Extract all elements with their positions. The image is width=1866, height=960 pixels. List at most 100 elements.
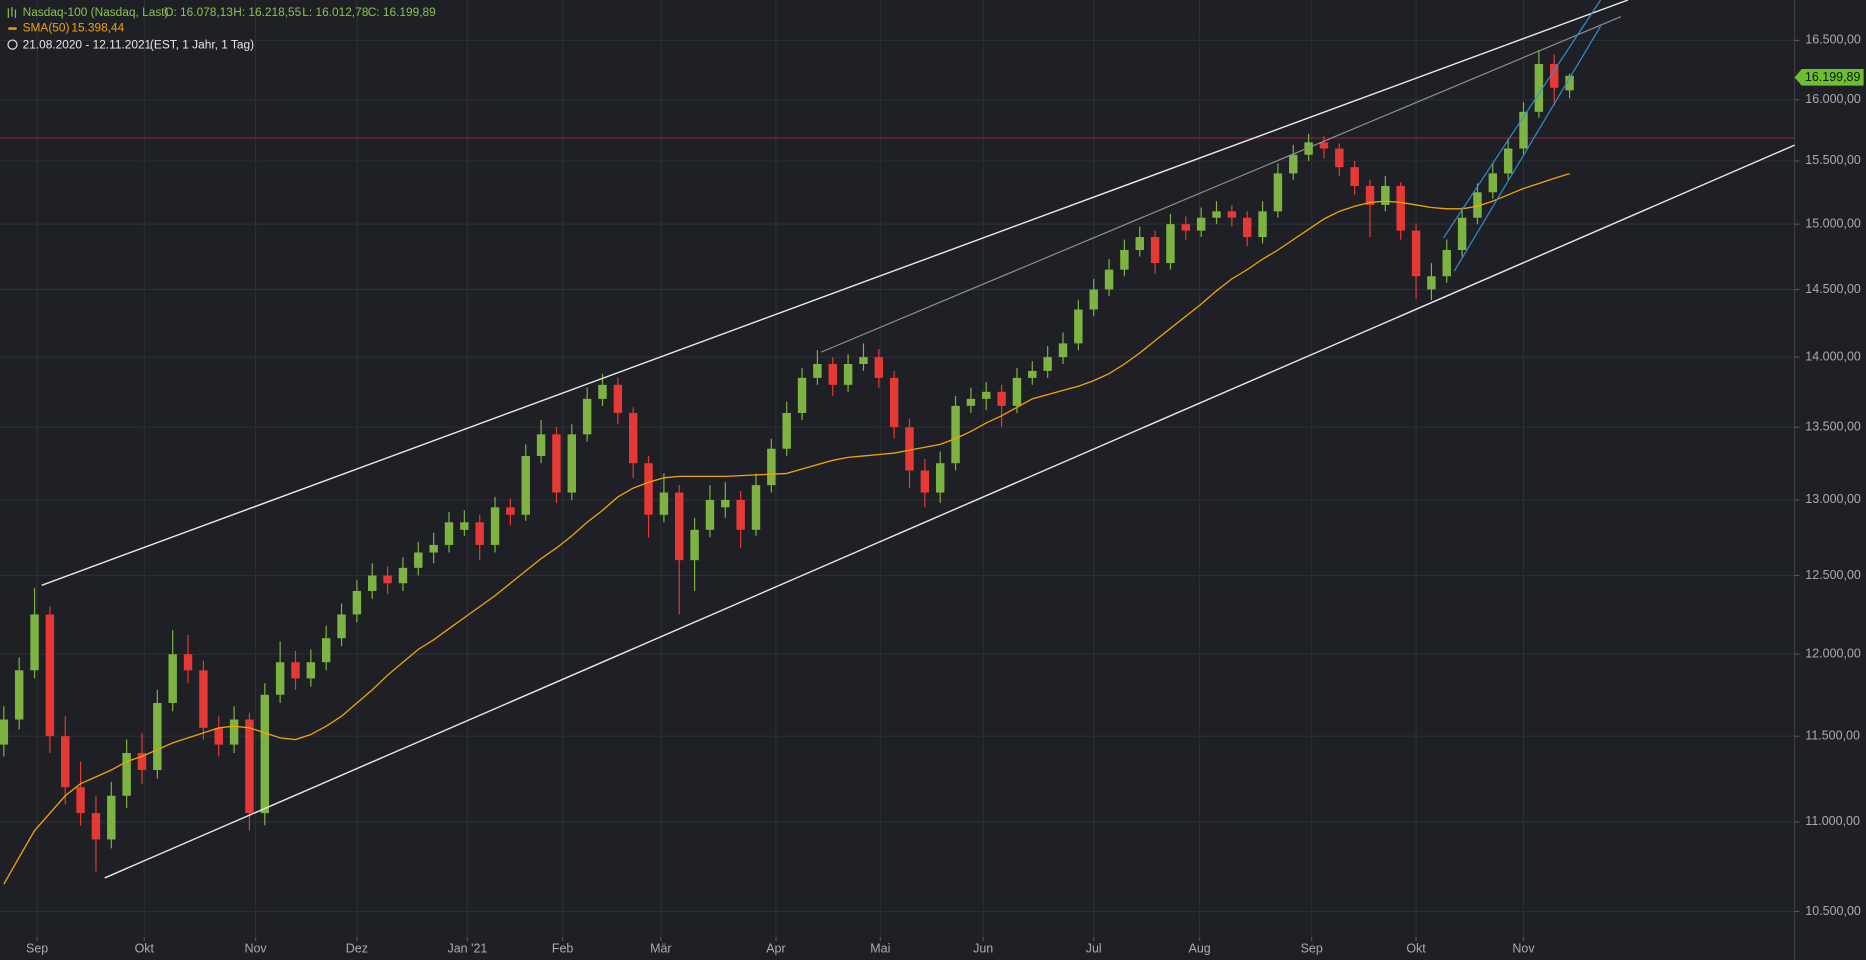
x-tick-label: Mai [870, 942, 890, 956]
x-tick-label: Jun [973, 942, 993, 956]
candle-body [122, 753, 131, 796]
x-tick-label: Mär [650, 942, 672, 956]
y-tick-label: 11.500,00 [1805, 729, 1860, 743]
candle-body [1396, 185, 1405, 231]
candle-body [889, 377, 899, 428]
candle-body [1335, 148, 1344, 168]
candle-body [1381, 185, 1390, 205]
candle-body [352, 590, 362, 615]
candle-body [229, 719, 239, 745]
header: Nasdaq-100 (Nasdaq, Last) O: 16.078,13 H… [7, 5, 436, 51]
icon-clock [7, 39, 18, 50]
y-tick-label: 15.000,00 [1805, 216, 1861, 230]
candle-body [291, 662, 300, 679]
candle-body [337, 614, 346, 639]
candle-body [1166, 224, 1175, 264]
settings: (EST, 1 Jahr, 1 Tag) [150, 37, 254, 51]
candle-body [1135, 237, 1144, 251]
date-range: 21.08.2020 - 12.11.2021 [23, 37, 152, 51]
x-tick-label: Sep [26, 942, 48, 956]
last-price-box [1794, 68, 1864, 86]
candle-body [76, 787, 85, 814]
candle-body [506, 507, 515, 515]
candle-body [183, 654, 193, 671]
candle-body [920, 470, 930, 493]
candle-body [1074, 309, 1083, 344]
candle-body [982, 391, 991, 399]
candle-body [935, 463, 945, 493]
candle-body [137, 753, 147, 771]
candle-body [843, 363, 853, 385]
candle-body [1289, 154, 1298, 174]
candle-body [1196, 217, 1206, 231]
trend-channel-lower [1453, 25, 1602, 272]
x-tick-label: Aug [1189, 942, 1211, 956]
candle-body [306, 662, 316, 679]
y-tick-label: 12.500,00 [1805, 568, 1861, 582]
candle-body [613, 384, 623, 413]
sma-line [3, 172, 1570, 885]
candle-body [1503, 148, 1513, 174]
sma-value: 15.398,44 [71, 21, 124, 35]
candle-body [966, 398, 976, 406]
candle-body [490, 507, 500, 545]
candle-body [1350, 167, 1359, 186]
candle-body [997, 391, 1006, 406]
candle-body [275, 662, 285, 695]
x-tick-label: Apr [766, 942, 785, 956]
last-price-tag: 16.199,89 [1794, 68, 1864, 86]
candle-body [1365, 185, 1375, 205]
candle-body [1089, 289, 1098, 310]
candle-body [91, 813, 101, 840]
candle-body [1457, 217, 1467, 251]
candle-body [1227, 211, 1237, 218]
y-tick-label: 15.500,00 [1805, 153, 1861, 167]
y-tick-label: 13.500,00 [1805, 419, 1861, 433]
drawings [41, 0, 1795, 879]
candle-body [521, 455, 530, 515]
candle-body [0, 719, 9, 745]
candle-body [1212, 211, 1221, 218]
candle-body [552, 434, 561, 493]
candle-body [168, 654, 177, 703]
candle-body [736, 499, 745, 530]
plot [0, 49, 1574, 885]
x-tick-label: Nov [244, 942, 267, 956]
candle-body [199, 670, 208, 728]
candle-body [721, 499, 730, 508]
candle-body [475, 522, 484, 545]
candle-body [1181, 224, 1191, 231]
candle-body [1549, 63, 1559, 88]
candle-body [1043, 357, 1052, 371]
candle-body [153, 702, 162, 771]
candle-body [398, 567, 408, 584]
ohlc-low: L: 16.012,78 [302, 5, 368, 19]
candle-body [659, 492, 669, 515]
instrument-title: Nasdaq-100 (Nasdaq, Last) [23, 5, 169, 19]
candle-body [368, 575, 377, 591]
candle-body [644, 463, 653, 515]
y-tick-label: 12.000,00 [1805, 646, 1861, 660]
trend-line [820, 16, 1622, 353]
candle-body [536, 434, 546, 456]
candle-body [383, 575, 392, 584]
candle-body [874, 357, 884, 378]
candle-body [598, 384, 607, 399]
candle-body [1565, 75, 1574, 91]
sma-swatch [8, 27, 17, 30]
candle-body [414, 552, 423, 568]
candle-body [905, 427, 914, 471]
icon-chart [7, 7, 17, 18]
grid [0, 0, 1795, 938]
y-tick-label: 11.000,00 [1805, 814, 1860, 828]
sma-name: SMA(50) [23, 21, 70, 35]
x-tick-label: Jul [1086, 942, 1102, 956]
candle-body [1012, 377, 1022, 406]
x-tick-label: Feb [552, 942, 574, 956]
candle-body [767, 448, 776, 486]
candle-body [1058, 343, 1068, 358]
y-tick-label: 16.000,00 [1805, 92, 1861, 106]
candle-body [429, 544, 438, 553]
candle-body [1242, 217, 1252, 238]
